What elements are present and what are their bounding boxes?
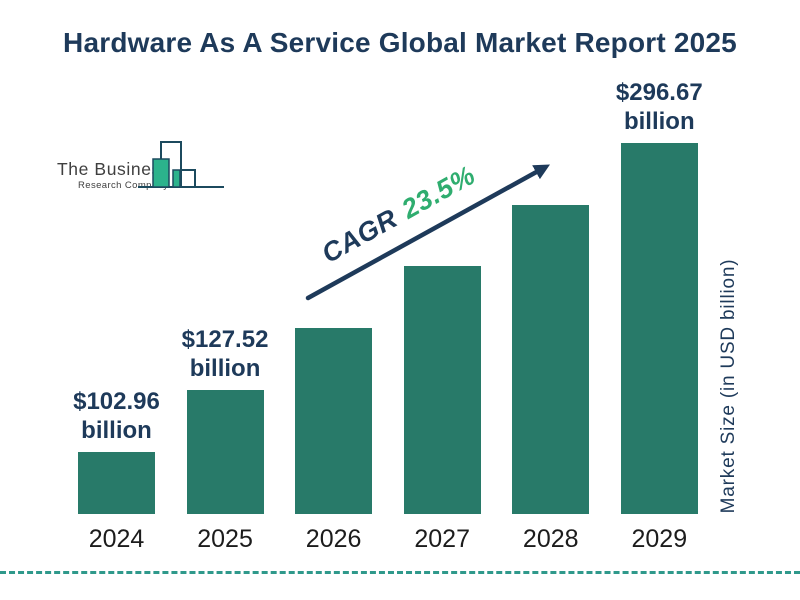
company-logo: The Business Research Company [57, 141, 224, 191]
bar-2025 [186, 390, 264, 514]
x-tick-2027: 2027 [414, 525, 470, 553]
bottom-dashed-divider [0, 571, 800, 574]
value-label-2024: $102.96 billion [73, 388, 160, 444]
bar-2024 [78, 452, 155, 514]
logo-text-line2: Research Company [78, 180, 168, 191]
value-label-2025: $127.52 billion [181, 326, 269, 382]
x-tick-2024: 2024 [88, 525, 145, 553]
value-label-2029: $296.67 billion [615, 79, 703, 135]
x-tick-2025: 2025 [197, 525, 253, 553]
x-tick-2026: 2026 [305, 525, 362, 553]
bar-2027 [403, 266, 481, 514]
bar-2029 [620, 143, 698, 514]
logo-text-line1: The Business [57, 159, 170, 179]
x-tick-2029: 2029 [631, 525, 688, 553]
page-title: Hardware As A Service Global Market Repo… [63, 27, 737, 58]
x-tick-2028: 2028 [522, 525, 579, 553]
bar-2028 [512, 205, 590, 514]
y-axis-label: Market Size (in USD billion) [718, 258, 739, 514]
logo-barchart-icon [138, 141, 224, 188]
bar-2026 [295, 328, 373, 514]
